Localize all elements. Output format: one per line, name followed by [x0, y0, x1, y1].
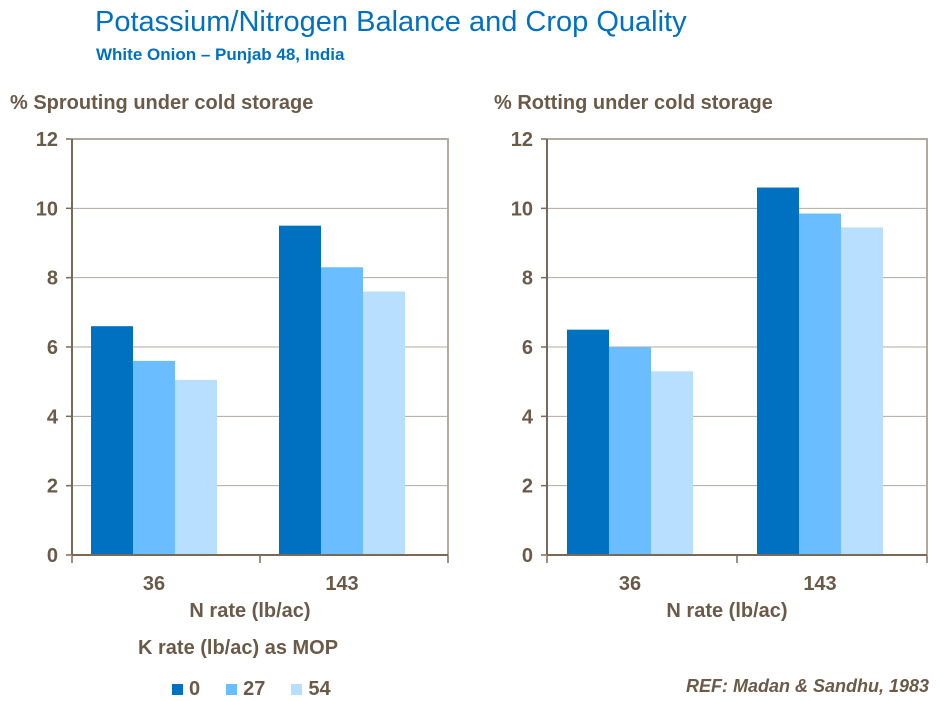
y-tick-label: 10	[36, 198, 58, 220]
y-tick-label: 2	[47, 476, 58, 498]
chart-title: Potassium/Nitrogen Balance and Crop Qual…	[95, 6, 687, 38]
y-tick-label: 12	[36, 129, 58, 151]
y-tick-label: 6	[522, 337, 533, 359]
chart-1: 0 2 4 6 8 10 12 36 143 N rate (lb/ac)	[511, 129, 928, 622]
bar-143-0	[279, 225, 321, 555]
chart-0: 0 2 4 6 8 10 12 36 143 N rate (lb/ac)	[36, 129, 449, 622]
y-tick-label: 8	[47, 268, 58, 290]
y-tick-label: 10	[511, 198, 533, 220]
y-tick-label: 6	[47, 337, 58, 359]
legend-title: K rate (lb/ac) as MOP	[138, 637, 339, 659]
legend-swatch	[291, 684, 303, 695]
chart-subtitle: White Onion – Punjab 48, India	[96, 45, 345, 64]
x-axis-title: N rate (lb/ac)	[666, 600, 787, 622]
bar-143-27	[799, 213, 841, 556]
y-tick-label: 2	[522, 476, 533, 498]
y-axis-title-right: % Rotting under cold storage	[494, 92, 773, 114]
y-tick-label: 12	[511, 129, 533, 151]
legend-swatch	[172, 684, 183, 695]
bar-36-27	[133, 360, 175, 555]
bar-36-27	[609, 347, 651, 555]
legend-swatch	[226, 684, 238, 695]
legend-label: 27	[243, 678, 266, 700]
y-axis-title-left: % Sprouting under cold storage	[10, 92, 314, 114]
bar-143-0	[757, 187, 799, 556]
y-tick-label: 8	[522, 268, 533, 290]
x-axis-title: N rate (lb/ac)	[189, 600, 310, 622]
x-tick-label: 36	[143, 573, 165, 595]
legend-label: 54	[308, 678, 331, 700]
legend-item-0: 0	[172, 678, 200, 701]
x-tick-label: 36	[619, 573, 641, 595]
bar-36-54	[175, 379, 217, 555]
y-tick-label: 0	[47, 545, 58, 567]
bar-36-54	[651, 371, 693, 555]
x-tick-label: 143	[803, 573, 836, 595]
x-tick-label: 143	[325, 573, 358, 595]
reference-note: REF: Madan & Sandhu, 1983	[685, 676, 929, 696]
y-tick-label: 0	[522, 545, 533, 567]
bar-143-54	[363, 291, 405, 555]
bar-36-0	[567, 329, 609, 555]
legend: 0 27 54	[172, 678, 351, 701]
bar-143-27	[321, 267, 363, 555]
legend-item-27: 27	[226, 678, 265, 701]
bar-143-54	[841, 227, 883, 555]
bar-36-0	[91, 326, 133, 555]
legend-label: 0	[189, 678, 201, 700]
y-tick-label: 4	[47, 406, 59, 428]
y-tick-label: 4	[522, 406, 534, 428]
legend-item-54: 54	[291, 678, 331, 701]
